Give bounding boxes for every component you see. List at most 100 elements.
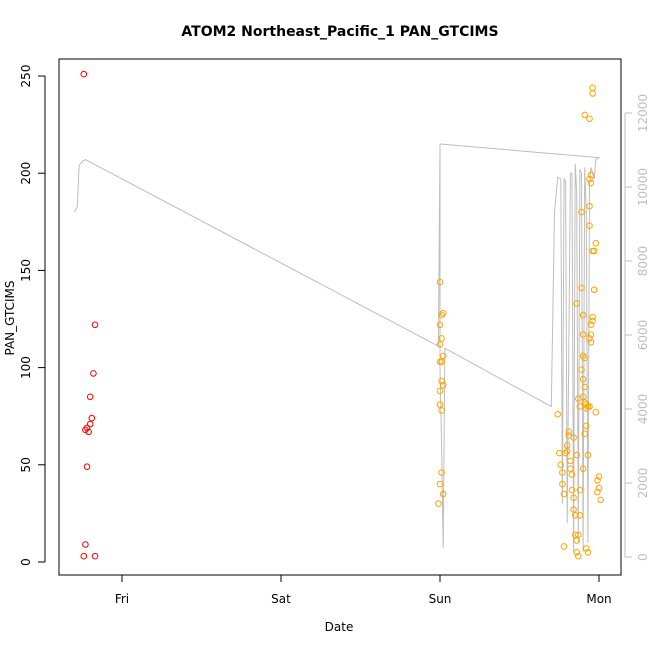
data-point-orange [589,313,596,321]
y2-tick-label: 4000 [636,394,650,425]
data-point-orange [556,449,563,457]
plot-frame [58,58,622,576]
data-point-orange [438,311,445,319]
y2-tick-label: 6000 [636,320,650,351]
data-point-orange [438,377,445,385]
data-point-orange [578,208,585,216]
data-point-orange [587,321,595,329]
data-point-red [80,552,88,560]
data-point-orange [595,473,603,480]
data-point-orange [586,403,593,410]
data-point-orange [571,512,579,519]
data-point-orange [559,480,566,488]
x-tick-label: Mon [586,592,611,606]
data-point-red [82,541,89,548]
data-point-orange [583,545,590,552]
data-point-orange [583,405,590,412]
data-point-orange [576,403,584,410]
data-point-orange [584,451,592,459]
data-point-orange [436,341,444,348]
data-point-orange [579,465,587,473]
y2-tick-label: 12000 [636,94,650,132]
x-tick-label: Sat [271,592,291,606]
data-point-orange [586,222,593,229]
data-point-orange [436,278,444,286]
data-point-orange [579,352,587,360]
data-point-red [83,463,91,471]
data-point-red [91,321,99,329]
data-point-orange [435,500,442,508]
data-point-orange [573,537,581,544]
data-point-orange [573,300,581,307]
data-point-orange [436,401,444,408]
data-point-orange [579,331,587,338]
data-point-orange [589,84,596,91]
data-point-orange [559,469,566,476]
data-point-orange [570,506,577,513]
data-point-orange [592,239,600,247]
data-point-orange [439,490,447,498]
data-point-orange [587,339,595,346]
data-point-orange [579,311,587,319]
data-point-orange [439,381,447,389]
data-point-orange [597,496,604,504]
data-point-orange [573,451,581,459]
data-point-red [80,70,88,78]
data-point-orange [578,284,585,292]
data-point-orange [439,352,447,360]
data-point-orange [438,407,445,414]
data-point-orange [581,430,589,438]
data-point-orange [578,366,585,373]
x-axis-label: Date [325,620,354,634]
data-point-orange [595,484,603,492]
data-point-orange [573,549,581,556]
data-point-orange [567,465,574,473]
marks-group [73,70,604,560]
data-point-orange [562,449,569,457]
data-point-orange [583,422,590,430]
data-point-orange [576,486,584,494]
y2-tick-label: 8000 [636,246,650,277]
data-point-orange [568,471,576,478]
data-point-orange [589,247,596,255]
data-point-orange [563,442,571,449]
data-point-red [91,552,99,560]
x-tick-label: Fri [115,592,129,606]
data-point-orange [594,488,601,496]
chart-title: ATOM2 Northeast_Pacific_1 PAN_GTCIMS [181,24,498,40]
data-point-orange [587,171,595,179]
data-point-orange [575,531,582,539]
data-point-red [90,370,97,377]
axes-group: 0 50 100 150 200 250 0 2000 4000 6000 8000 10000 120… [19,65,650,606]
data-point-orange [575,395,582,403]
y-tick-label: 100 [19,356,33,379]
data-point-orange [575,552,582,560]
data-point-orange [592,409,600,416]
data-point-orange [586,202,593,210]
data-point-orange [589,90,596,97]
data-point-orange [568,486,576,494]
data-point-orange [589,317,596,325]
data-point-orange [438,335,445,342]
y-axis-label: PAN_GTCIMS [3,280,17,355]
data-point-orange [590,286,598,294]
data-point-red [83,424,91,432]
y-tick-label: 50 [19,457,33,472]
data-point-orange [570,494,577,502]
y2-tick-label: 10000 [636,168,650,206]
y-tick-label: 150 [19,259,33,282]
data-point-orange [570,434,577,441]
data-point-orange [576,512,584,519]
altitude-line [73,143,601,553]
data-point-orange [586,175,593,183]
y-tick-label: 200 [19,162,33,185]
data-point-orange [581,354,589,362]
data-point-red [85,428,92,436]
data-point-orange [587,179,595,187]
data-point-orange [438,358,445,366]
data-point-orange [586,115,593,123]
data-point-orange [581,399,589,406]
data-point-orange [436,321,444,329]
x-tick-label: Sun [429,592,452,606]
